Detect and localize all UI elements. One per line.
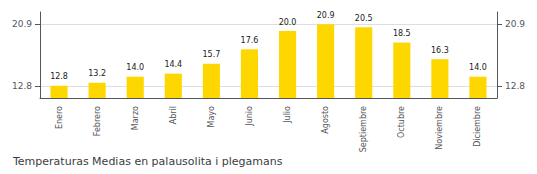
svg-text:16.3: 16.3 [431,46,449,55]
svg-text:12.8: 12.8 [50,72,68,81]
svg-text:17.6: 17.6 [241,36,259,45]
svg-text:14.0: 14.0 [469,63,487,72]
svg-text:20.9: 20.9 [317,11,335,20]
svg-text:Noviembre: Noviembre [435,106,444,150]
svg-text:Octubre: Octubre [397,106,406,138]
svg-text:Agosto: Agosto [321,106,330,134]
svg-text:Abril: Abril [169,106,178,124]
svg-text:13.2: 13.2 [88,69,106,78]
svg-text:20.9: 20.9 [12,19,32,29]
svg-text:Septiembre: Septiembre [359,106,368,152]
svg-text:Enero: Enero [55,106,64,129]
svg-text:14.4: 14.4 [164,60,182,69]
svg-text:20.0: 20.0 [279,18,297,27]
svg-text:Febrero: Febrero [93,106,102,136]
svg-text:14.0: 14.0 [126,63,144,72]
svg-text:Marzo: Marzo [131,106,140,130]
svg-text:12.8: 12.8 [12,81,32,91]
svg-text:20.5: 20.5 [355,14,373,23]
svg-text:20.9: 20.9 [505,19,525,29]
svg-text:18.5: 18.5 [393,29,411,38]
svg-text:Temperaturas Medias en palauso: Temperaturas Medias en palausolita i ple… [12,155,283,168]
svg-text:Mayo: Mayo [207,106,216,128]
svg-text:Julio: Julio [283,106,292,124]
svg-text:Junio: Junio [245,106,254,127]
svg-text:Diciembre: Diciembre [473,106,482,147]
svg-text:15.7: 15.7 [202,50,220,59]
svg-text:12.8: 12.8 [505,81,525,91]
